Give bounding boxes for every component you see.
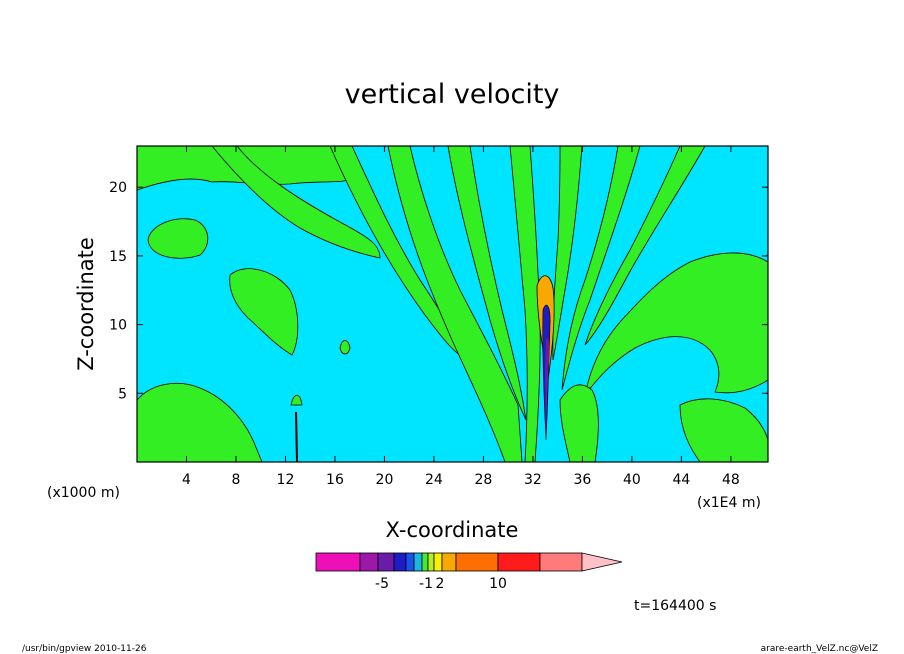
colorbar-swatch xyxy=(455,552,499,572)
x-tick-label: 36 xyxy=(573,472,591,488)
updraft-region-small-12 xyxy=(290,394,303,406)
updraft-region-trailing-1 xyxy=(211,145,381,259)
colorbar-swatch xyxy=(393,552,407,572)
updraft-region-right-2 xyxy=(561,145,641,391)
colorbar-swatch xyxy=(539,552,583,572)
updraft-core xyxy=(295,275,555,463)
colorbar-swatch xyxy=(421,552,429,572)
updraft-region-trailing-4 xyxy=(447,145,527,421)
x-tick-label: 24 xyxy=(425,472,443,488)
footer-left: /usr/bin/gpview 2010-11-26 xyxy=(22,644,147,654)
updraft-region-right-3 xyxy=(584,145,706,346)
y-tick-label: 5 xyxy=(118,386,127,402)
y-tick-label: 10 xyxy=(109,318,127,334)
updraft-region-right-low xyxy=(679,398,769,463)
y-tick-label: 20 xyxy=(109,180,127,196)
updraft-region-lower-center-right xyxy=(559,384,599,463)
colorbar-swatch xyxy=(433,552,443,572)
time-label: t=164400 s xyxy=(634,598,716,614)
updraft-region-right-big xyxy=(584,252,769,396)
thin-line-12 xyxy=(295,411,298,463)
colorbar-swatch xyxy=(427,552,435,572)
y-axis: 5 10 15 20 xyxy=(109,180,768,402)
colorbar-swatch xyxy=(497,552,541,572)
x-tick-label: 44 xyxy=(672,472,690,488)
colorbar-swatch xyxy=(441,552,457,572)
colorbar-swatch xyxy=(377,552,395,572)
x-tick-label: 8 xyxy=(232,472,241,488)
positive-regions xyxy=(136,145,769,463)
core-purple xyxy=(545,338,550,420)
updraft-region-right-1 xyxy=(552,145,583,361)
updraft-region-small-blob xyxy=(339,340,351,355)
colorbar-tick-label: -1 xyxy=(419,576,433,592)
updraft-region-left-blob xyxy=(147,218,209,259)
colorbar-swatch xyxy=(413,552,423,572)
x-tick-label: 12 xyxy=(277,472,295,488)
colorbar-tick-label: -5 xyxy=(375,576,389,592)
x-tick-label: 4 xyxy=(182,472,191,488)
y-units-label: (x1000 m) xyxy=(47,485,120,501)
x-tick-label: 16 xyxy=(326,472,344,488)
colorbar-tick-label: 10 xyxy=(489,576,507,592)
colorbar-swatch xyxy=(405,552,415,572)
x-axis-label: X-coordinate xyxy=(386,518,519,542)
x-tick-label: 28 xyxy=(475,472,493,488)
updraft-region-lowleft xyxy=(136,382,263,463)
colorbar-tick-label: 2 xyxy=(436,576,445,592)
x-axis: 4 8 12 16 20 24 28 32 36 40 44 48 xyxy=(182,146,740,488)
colorbar-swatch xyxy=(359,552,379,572)
y-tick-label: 15 xyxy=(109,249,127,265)
x-tick-label: 48 xyxy=(722,472,740,488)
chart-title: vertical velocity xyxy=(345,79,560,110)
x-tick-label: 40 xyxy=(623,472,641,488)
colorbar: -5 -1 2 10 xyxy=(315,552,623,592)
x-tick-label: 32 xyxy=(524,472,542,488)
plot-frame xyxy=(136,145,769,463)
x-units-label: (x1E4 m) xyxy=(697,495,761,511)
updraft-region-mid-left xyxy=(229,268,299,356)
colorbar-extend-arrow xyxy=(581,552,623,572)
colorbar-swatch xyxy=(315,552,361,572)
footer-right: arare-earth_VelZ.nc@VelZ xyxy=(761,644,878,654)
y-axis-label: Z-coordinate xyxy=(74,237,98,371)
x-tick-label: 20 xyxy=(376,472,394,488)
